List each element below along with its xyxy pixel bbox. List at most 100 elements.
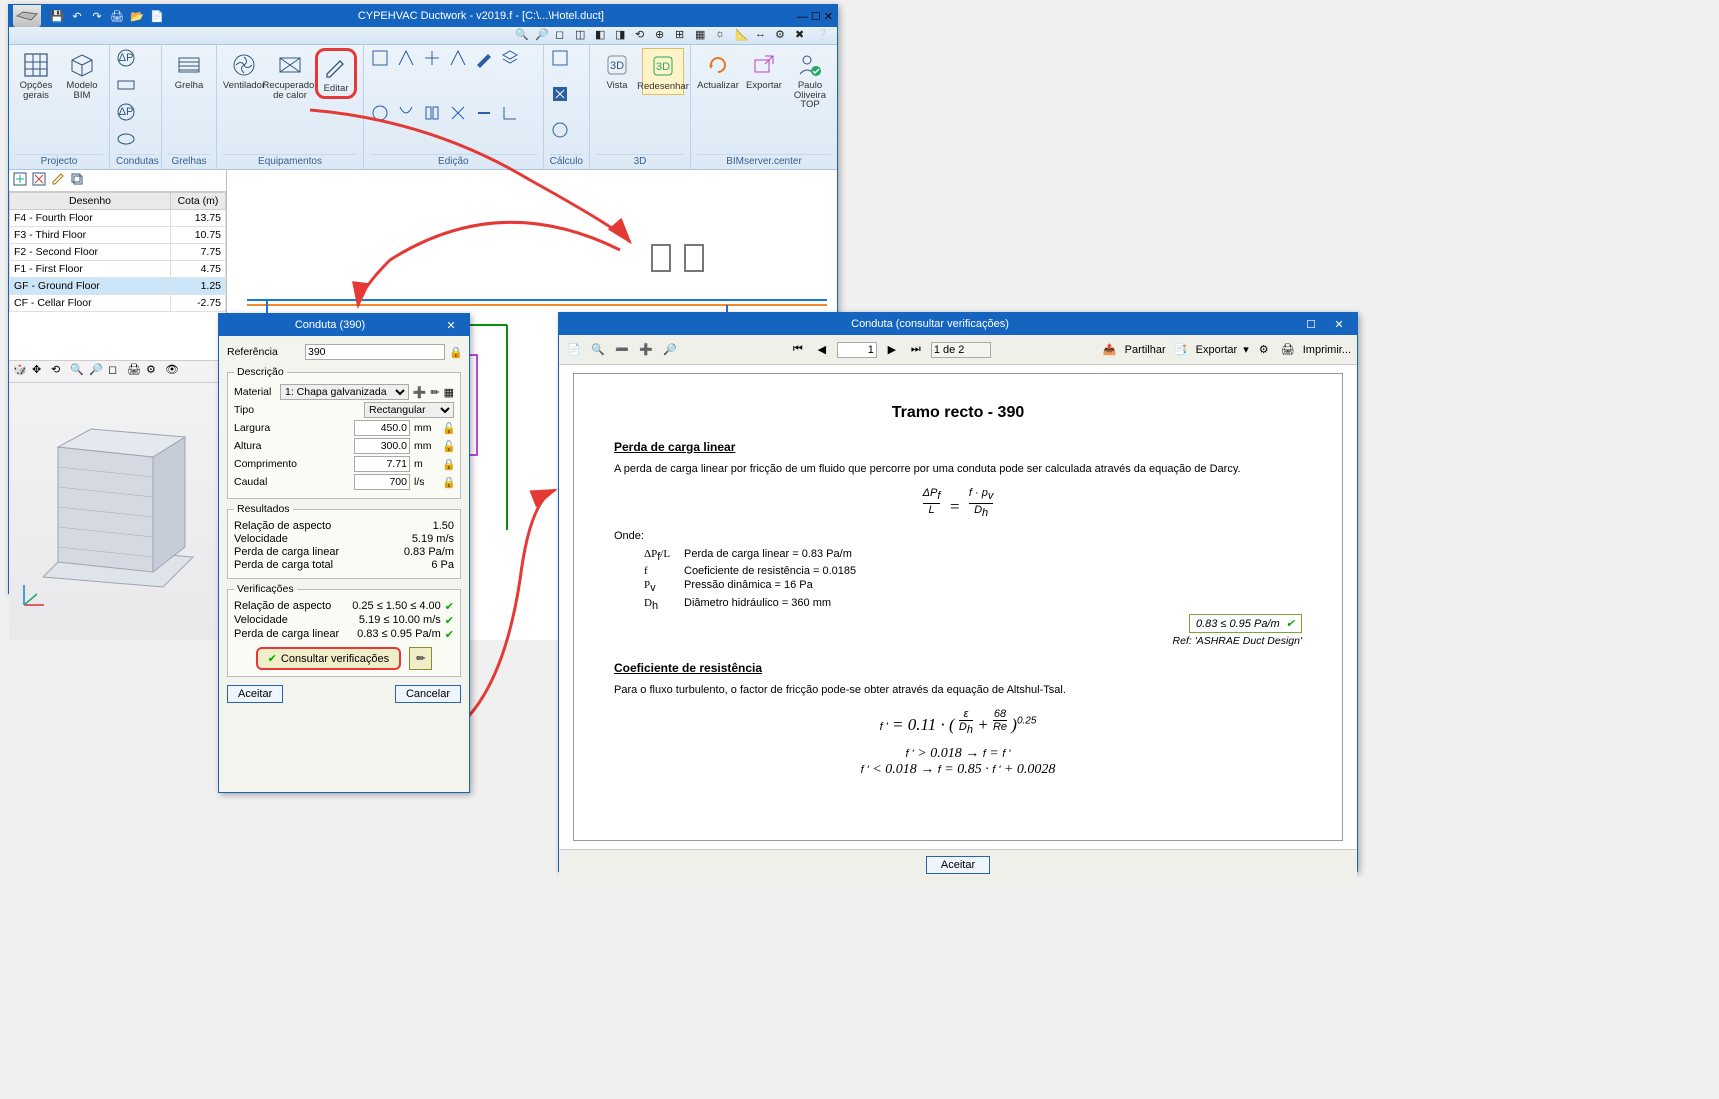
tool-icon[interactable]: ✖ — [795, 28, 811, 44]
exportar-button[interactable]: Exportar — [1196, 344, 1238, 356]
first-icon[interactable]: ⏮ — [789, 341, 807, 359]
edit-tool-icon[interactable] — [500, 103, 520, 126]
tool-icon[interactable]: ◨ — [615, 28, 631, 44]
v3d-icon[interactable]: 🔍 — [70, 363, 86, 379]
redo-icon[interactable]: ↷ — [89, 8, 105, 24]
maximize-icon[interactable]: ☐ — [1297, 315, 1325, 333]
tool-icon[interactable]: ⊞ — [675, 28, 691, 44]
v3d-icon[interactable]: ◻ — [108, 363, 124, 379]
tool-icon[interactable]: ◻ — [555, 28, 571, 44]
dp-icon[interactable]: ΔP — [116, 102, 136, 125]
cancelar-button[interactable]: Cancelar — [395, 685, 461, 703]
user-button[interactable]: PauloOliveira TOP — [789, 48, 831, 112]
edit-tool-icon[interactable] — [422, 103, 442, 126]
add-icon[interactable]: ➕ — [413, 386, 427, 399]
zoomout-icon[interactable]: ➖ — [613, 341, 631, 359]
tipo-select[interactable]: Rectangular — [364, 402, 454, 418]
tool-icon[interactable]: ⊕ — [655, 28, 671, 44]
tool-icon[interactable]: ◧ — [595, 28, 611, 44]
lock-icon[interactable]: 🔒 — [449, 346, 461, 358]
last-icon[interactable]: ⏭ — [907, 341, 925, 359]
opcoes-gerais-button[interactable]: Opçõesgerais — [15, 48, 57, 102]
aceitar-button[interactable]: Aceitar — [926, 856, 990, 874]
v3d-icon[interactable]: ⚙ — [146, 363, 162, 379]
edit-icon[interactable]: ✏ — [430, 386, 439, 399]
edit-tool-icon[interactable] — [422, 48, 442, 71]
tool-icon[interactable]: 🔎 — [535, 28, 551, 44]
round-duct-icon[interactable] — [116, 129, 136, 152]
aceitar-button[interactable]: Aceitar — [227, 685, 283, 703]
lock-icon[interactable]: 🔒 — [442, 476, 454, 488]
ventilador-button[interactable]: Ventilador — [223, 48, 265, 93]
floor-row[interactable]: F2 - Second Floor7.75 — [10, 244, 226, 261]
edit-tool-icon[interactable] — [448, 103, 468, 126]
tool-icon[interactable]: ⚙ — [775, 28, 791, 44]
page-input[interactable] — [837, 342, 877, 358]
zoom-icon[interactable]: 🔎 — [661, 341, 679, 359]
editar-button[interactable]: Editar — [315, 48, 357, 99]
floor-row[interactable]: F4 - Fourth Floor13.75 — [10, 210, 226, 227]
edit-tool-icon[interactable] — [370, 103, 390, 126]
calc-icon[interactable] — [550, 48, 570, 71]
save-icon[interactable]: 💾 — [49, 8, 65, 24]
print-icon[interactable]: 🖨 — [1279, 341, 1297, 359]
recent-icon[interactable]: 📄 — [149, 8, 165, 24]
prev-icon[interactable]: ◀ — [813, 341, 831, 359]
modelo-bim-button[interactable]: ModeloBIM — [61, 48, 103, 102]
help-icon[interactable]: ❔ — [815, 28, 831, 44]
maximize-button[interactable]: ☐ — [811, 11, 821, 23]
tool-icon[interactable]: ☼ — [715, 28, 731, 44]
edit-tool-icon[interactable] — [396, 48, 416, 71]
tool-icon[interactable]: 📐 — [735, 28, 751, 44]
v3d-icon[interactable]: 🔎 — [89, 363, 105, 379]
v3d-icon[interactable]: ✥ — [32, 363, 48, 379]
floor-row[interactable]: F3 - Third Floor10.75 — [10, 227, 226, 244]
duct-icon[interactable] — [116, 75, 136, 98]
del-icon[interactable] — [32, 172, 48, 188]
edit-tool-icon[interactable] — [474, 103, 494, 126]
partilhar-button[interactable]: Partilhar — [1125, 344, 1166, 356]
lock-icon[interactable]: 🔓 — [442, 422, 454, 434]
share-icon[interactable]: 📤 — [1101, 341, 1119, 359]
caudal-input[interactable] — [354, 474, 410, 490]
compr-input[interactable] — [354, 456, 410, 472]
page-icon[interactable]: 📄 — [565, 341, 583, 359]
floor-row[interactable]: CF - Cellar Floor-2.75 — [10, 295, 226, 312]
floor-row[interactable]: GF - Ground Floor1.25 — [10, 278, 226, 295]
gear-icon[interactable]: ⚙ — [1255, 341, 1273, 359]
floors-table[interactable]: Desenho Cota (m) F4 - Fourth Floor13.75F… — [9, 192, 226, 360]
vista-3d-button[interactable]: 3D Vista — [596, 48, 638, 93]
floor-row[interactable]: F1 - First Floor4.75 — [10, 261, 226, 278]
tool-icon[interactable]: 🔍 — [515, 28, 531, 44]
actualizar-button[interactable]: Actualizar — [697, 48, 739, 93]
next-icon[interactable]: ▶ — [883, 341, 901, 359]
edit-tool-icon[interactable] — [448, 48, 468, 71]
recuperador-button[interactable]: Recuperadorde calor — [269, 48, 311, 102]
calc-x-icon[interactable] — [550, 84, 570, 107]
copy-icon[interactable] — [70, 172, 86, 188]
exportar-button[interactable]: Exportar — [743, 48, 785, 93]
edit-icon[interactable] — [51, 172, 67, 188]
layers-icon[interactable] — [500, 48, 520, 71]
grid-icon[interactable]: ▦ — [444, 386, 454, 399]
lock-icon[interactable]: 🔒 — [442, 458, 454, 470]
calc-icon[interactable] — [550, 120, 570, 143]
edit-tool-icon[interactable] — [370, 48, 390, 71]
v3d-icon[interactable]: 👁 — [165, 363, 181, 379]
tool-icon[interactable]: ▦ — [695, 28, 711, 44]
material-select[interactable]: 1: Chapa galvanizada — [280, 384, 409, 400]
altura-input[interactable] — [354, 438, 410, 454]
imprimir-button[interactable]: Imprimir... — [1303, 344, 1351, 356]
largura-input[interactable] — [354, 420, 410, 436]
add-icon[interactable] — [13, 172, 29, 188]
fit-icon[interactable]: 🔍 — [589, 341, 607, 359]
print-icon[interactable]: 🖨 — [109, 8, 125, 24]
tool-icon[interactable]: ◫ — [575, 28, 591, 44]
minimize-button[interactable]: — — [797, 11, 808, 23]
viewer-3d[interactable]: 🎲 ✥ ⟲ 🔍 🔎 ◻ 🖨 ⚙ 👁 — [9, 360, 226, 640]
grelha-button[interactable]: Grelha — [168, 48, 210, 93]
lock-icon[interactable]: 🔓 — [442, 440, 454, 452]
v3d-icon[interactable]: ⟲ — [51, 363, 67, 379]
tool-icon[interactable]: ↔ — [755, 28, 771, 44]
redesenhar-button[interactable]: 3D Redesenhar — [642, 48, 684, 95]
